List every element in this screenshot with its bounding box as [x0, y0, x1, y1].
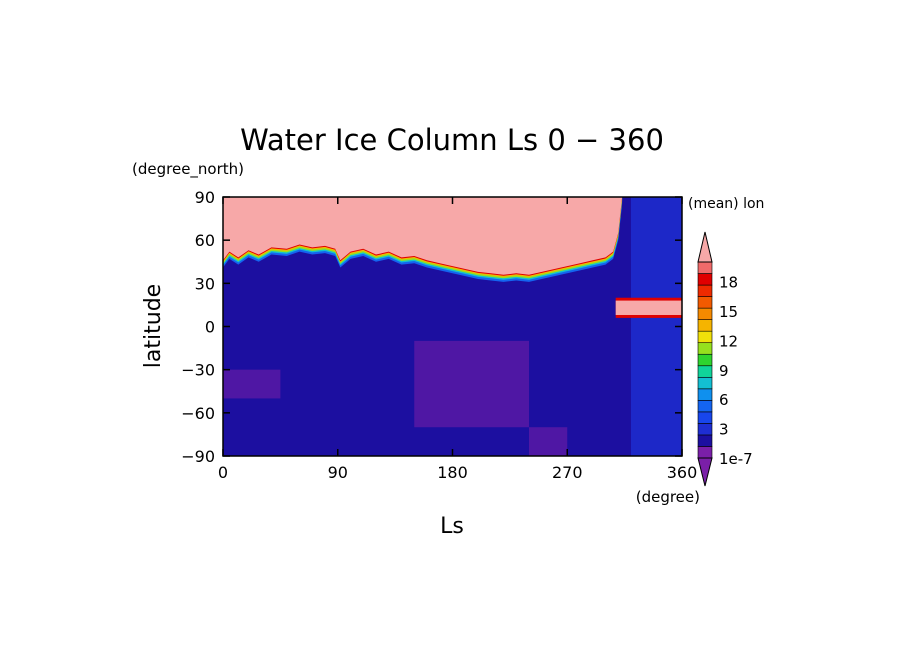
colorbar-title: (mean) lon: [688, 196, 764, 212]
colorbar-segment: [697, 434, 713, 447]
low-value-patch: [414, 340, 529, 428]
colorbar-segment: [697, 446, 713, 459]
colorbar-segment: [697, 330, 713, 344]
colorbar-segment: [697, 411, 713, 424]
colorbar-segment: [697, 296, 713, 309]
colorbar-segment: [697, 319, 713, 332]
heatmap-field: [223, 197, 682, 456]
y-axis-label: latitude: [141, 284, 166, 368]
colorbar-segment: [697, 388, 713, 401]
y-units-label: (degree_north): [132, 160, 244, 179]
colorbar-label: 9: [719, 362, 729, 380]
x-tick-label: 270: [552, 463, 583, 482]
y-tick-label: 0: [205, 318, 215, 337]
colorbar-labels: 18 15 12 9 6 3 1e-7: [719, 274, 753, 468]
colorbar-label: 15: [719, 303, 738, 321]
colorbar-label: 6: [719, 391, 729, 409]
low-value-patch: [529, 427, 568, 456]
colorbar-segment: [697, 365, 713, 378]
colorbar-segment: [697, 376, 713, 390]
colorbar-segment: [697, 342, 713, 355]
low-value-patch: [223, 369, 281, 399]
x-tick-label: 0: [218, 463, 228, 482]
x-tick-label: 180: [437, 463, 468, 482]
colorbar-segment: [697, 353, 713, 367]
colorbar-segment: [697, 284, 713, 297]
y-tick-label: 30: [195, 274, 215, 293]
colorbar-over-triangle: [697, 231, 713, 263]
x-tick-label: 360: [667, 463, 698, 482]
y-axis: 90 60 30 0 −30 −60 −90: [181, 188, 682, 466]
y-tick-label: 60: [195, 231, 215, 250]
colorbar-label: 1e-7: [719, 450, 753, 468]
colorbar-segment: [697, 261, 713, 274]
x-tick-label: 90: [328, 463, 348, 482]
y-tick-label: −60: [181, 404, 215, 423]
colorbar-under-triangle: [697, 457, 713, 487]
tropical-band: [615, 300, 682, 315]
east-edge-region: [631, 197, 682, 456]
x-axis: 0 90 180 270 360: [218, 197, 697, 482]
colorbar-segment: [697, 423, 713, 436]
polar-cap: [223, 197, 623, 275]
y-tick-label: 90: [195, 188, 215, 207]
y-tick-label: −30: [181, 361, 215, 380]
colorbar-segment: [697, 400, 713, 413]
colorbar-label: 3: [719, 421, 729, 439]
x-axis-label: Ls: [440, 514, 464, 539]
colorbar-segment: [697, 307, 713, 320]
colorbar-label: 12: [719, 332, 738, 350]
colorbar-segment: [697, 273, 713, 286]
chart-title: Water Ice Column Ls 0 − 360: [240, 123, 664, 157]
colorbar-label: 18: [719, 274, 738, 292]
x-units-label: (degree): [636, 488, 700, 506]
colorbar: [697, 231, 713, 487]
y-tick-label: −90: [181, 447, 215, 466]
